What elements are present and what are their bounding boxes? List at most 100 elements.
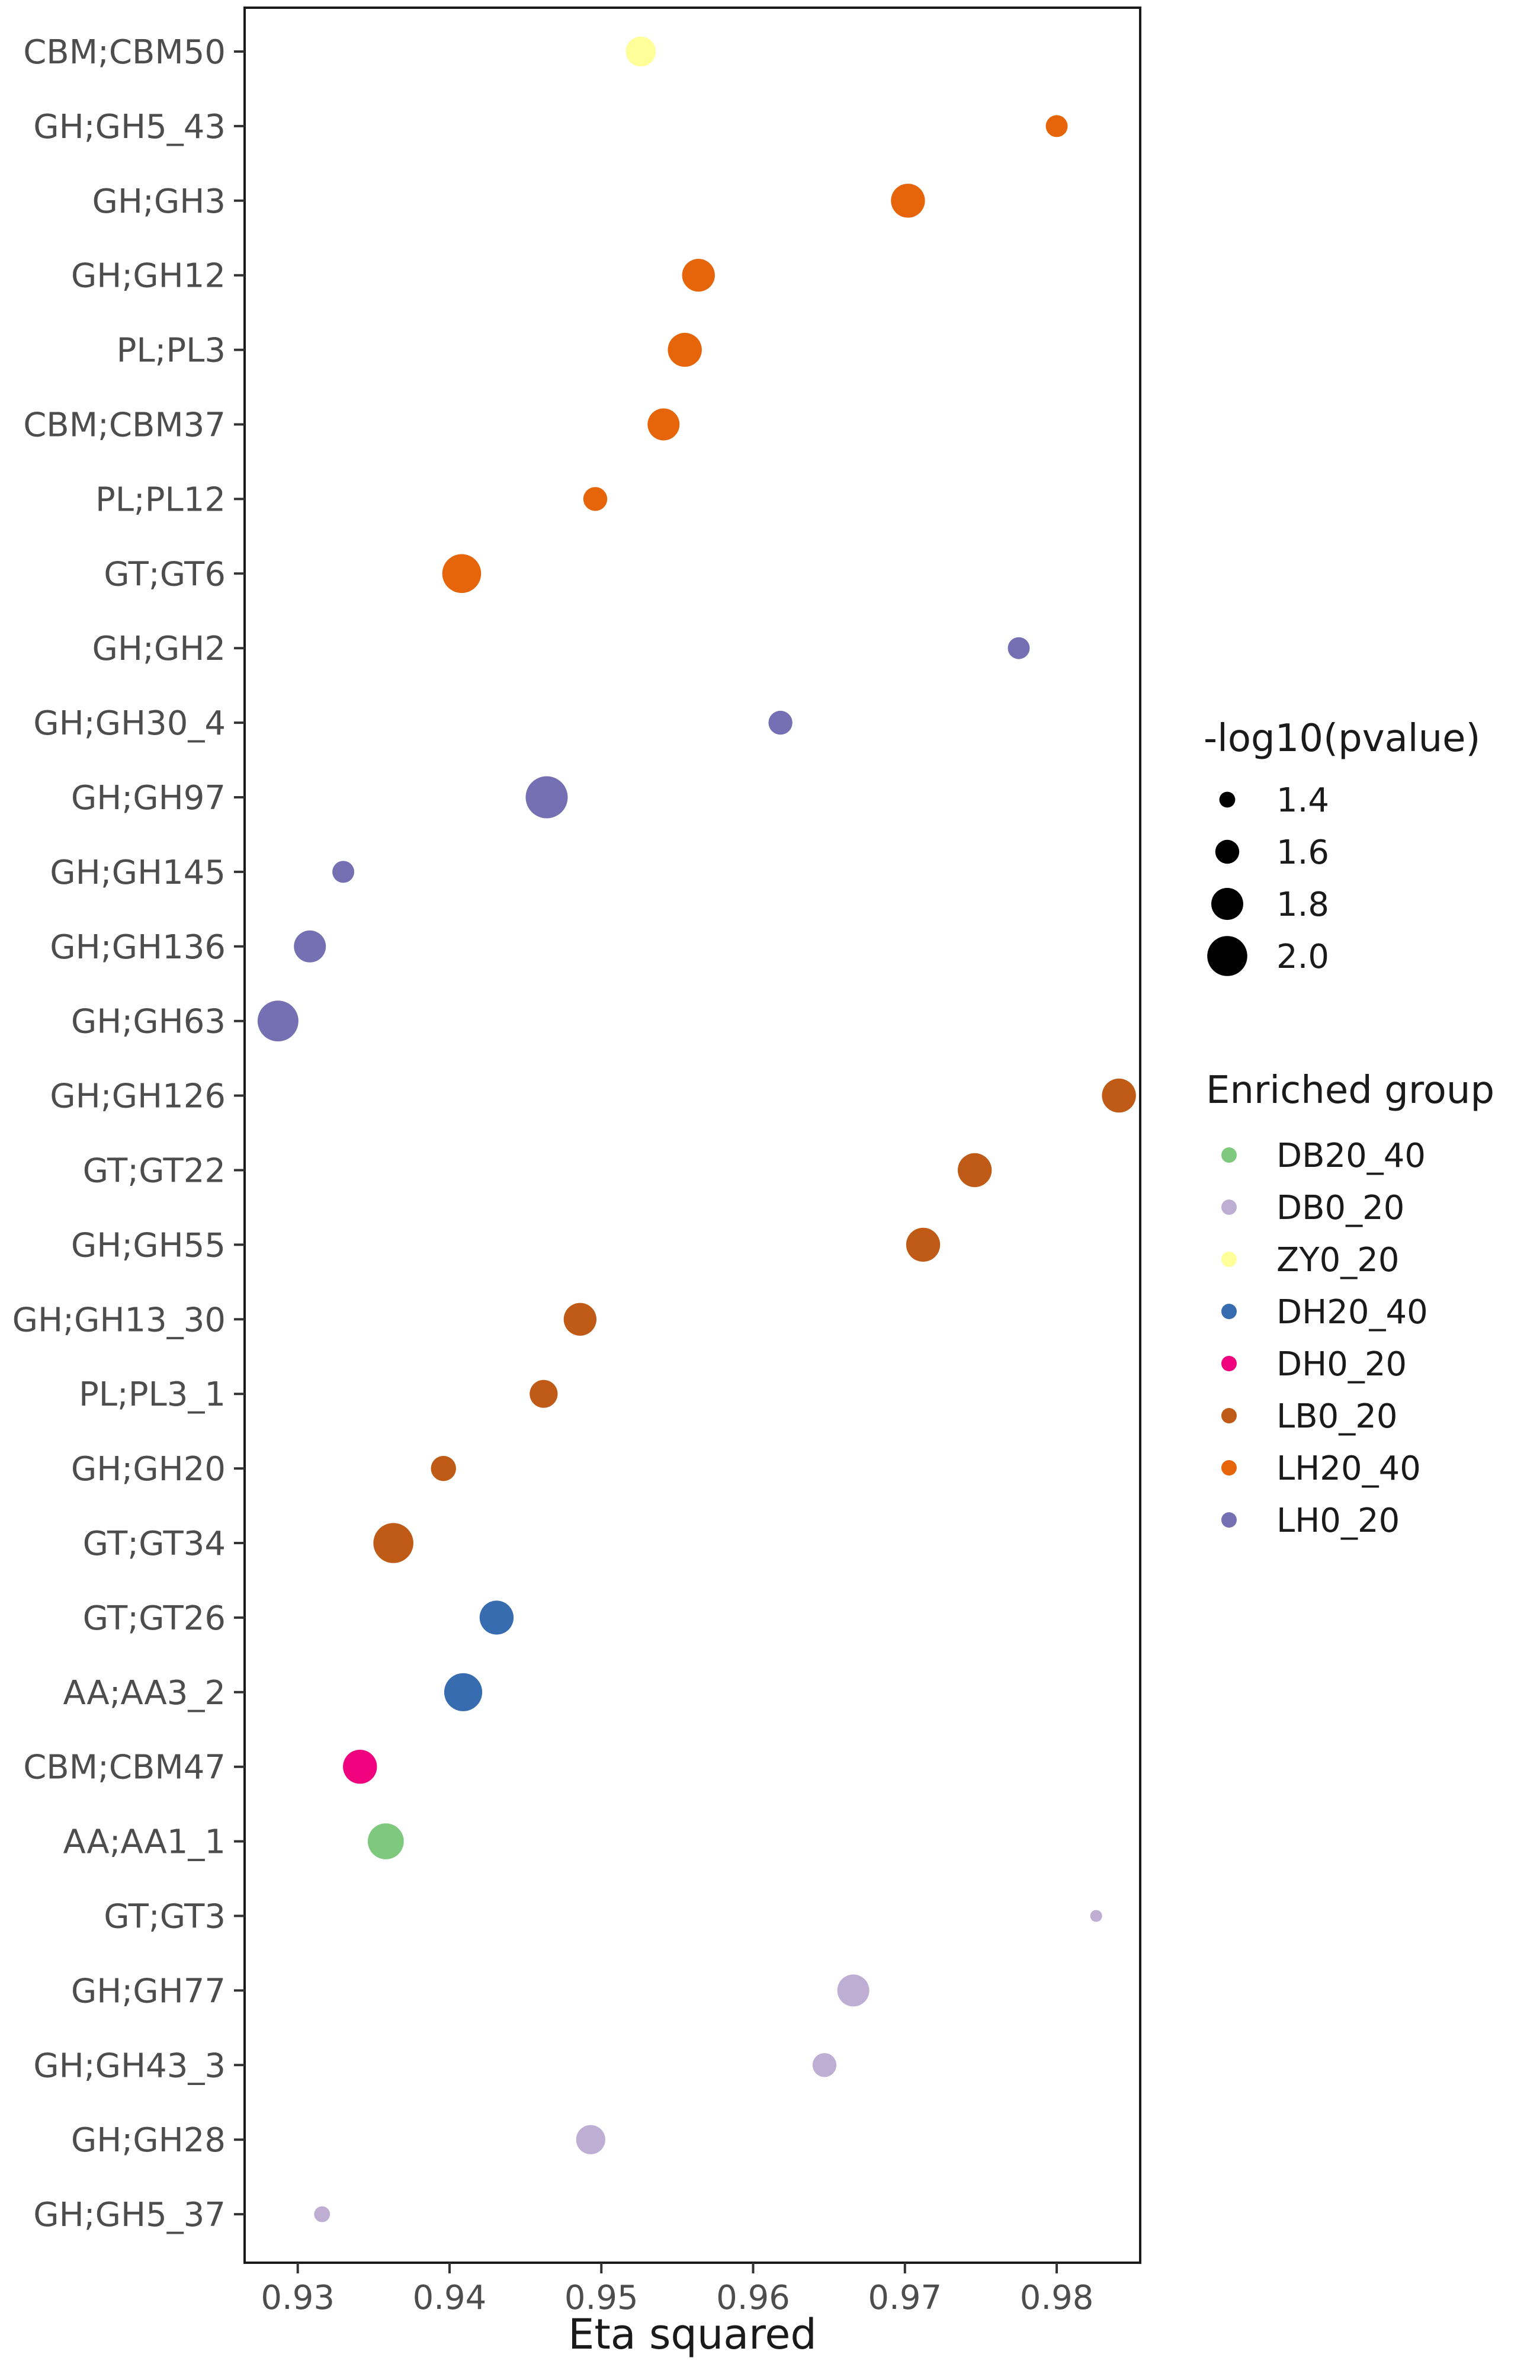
data-point xyxy=(563,1303,597,1336)
data-point xyxy=(1090,1910,1102,1922)
y-tick-label: GH;GH13_30 xyxy=(12,1301,226,1339)
x-tick-label: 0.93 xyxy=(261,2279,335,2317)
y-tick-label: GH;GH20 xyxy=(71,1450,226,1489)
size-legend-label: 1.6 xyxy=(1276,833,1329,872)
y-tick-label: GH;GH30_4 xyxy=(33,704,226,743)
data-point xyxy=(257,1000,299,1042)
plot-marks xyxy=(257,36,1136,2222)
y-tick-label: GH;GH28 xyxy=(71,2121,226,2160)
size-legend-key xyxy=(1211,888,1243,920)
y-tick-label: AA;AA1_1 xyxy=(63,1823,226,1862)
size-legend: 1.4 1.6 1.8 2.0 xyxy=(1207,781,1329,976)
color-legend-label: DH20_40 xyxy=(1276,1293,1428,1332)
y-tick-label: GH;GH3 xyxy=(92,182,226,221)
color-legend-label: ZY0_20 xyxy=(1276,1241,1399,1279)
x-tick-label: 0.98 xyxy=(1020,2279,1094,2317)
y-axis: CBM;CBM50 GH;GH5_43 GH;GH3 GH;GH12 PL;PL3 CBM… xyxy=(12,33,245,2234)
size-legend-label: 2.0 xyxy=(1276,938,1329,976)
data-point xyxy=(837,1974,870,2007)
color-legend-key xyxy=(1221,1356,1237,1371)
size-legend-label: 1.8 xyxy=(1276,886,1329,924)
size-legend-key xyxy=(1219,791,1236,808)
y-tick-label: GH;GH5_43 xyxy=(33,108,226,146)
x-tick-label: 0.97 xyxy=(868,2279,942,2317)
size-legend-label: 1.4 xyxy=(1276,781,1329,820)
color-legend-label: DB20_40 xyxy=(1276,1137,1426,1175)
y-tick-label: GH;GH77 xyxy=(71,1972,226,2010)
data-point xyxy=(442,554,482,594)
size-legend-key xyxy=(1215,839,1240,864)
data-point xyxy=(906,1227,941,1262)
color-legend-key xyxy=(1221,1408,1237,1423)
size-legend-title: -log10(pvalue) xyxy=(1204,717,1480,761)
color-legend: DB20_40 DB0_20 ZY0_20 DH20_40 DH0_20 LB0_20 LH… xyxy=(1221,1137,1428,1540)
y-tick-label: GT;GT3 xyxy=(104,1898,226,1936)
x-axis: 0.93 0.94 0.95 0.96 0.97 0.98 xyxy=(261,2263,1093,2317)
y-tick-label: GT;GT22 xyxy=(83,1152,226,1191)
data-point xyxy=(314,2206,331,2222)
data-point xyxy=(1008,637,1030,659)
y-tick-label: GH;GH2 xyxy=(92,630,226,668)
data-point xyxy=(444,1673,483,1711)
color-legend-label: LB0_20 xyxy=(1276,1397,1398,1436)
color-legend-key xyxy=(1221,1460,1237,1476)
data-point xyxy=(668,332,702,367)
y-tick-label: GH;GH55 xyxy=(71,1226,226,1265)
data-point xyxy=(431,1455,456,1481)
y-tick-label: PL;PL3 xyxy=(117,332,226,370)
color-legend-key xyxy=(1221,1512,1237,1528)
data-point xyxy=(583,487,608,511)
y-tick-label: PL;PL3_1 xyxy=(79,1375,226,1414)
color-legend-key xyxy=(1221,1199,1237,1215)
data-point xyxy=(525,776,568,819)
data-point xyxy=(373,1523,413,1563)
data-point xyxy=(294,930,326,963)
color-legend-key xyxy=(1221,1304,1237,1319)
y-tick-label: GT;GT26 xyxy=(83,1599,226,1638)
y-tick-label: GH;GH5_37 xyxy=(33,2196,226,2234)
data-point xyxy=(768,710,793,735)
y-tick-label: PL;PL12 xyxy=(95,480,226,519)
data-point xyxy=(367,1823,404,1860)
y-tick-label: CBM;CBM37 xyxy=(23,406,226,445)
plot-panel-border xyxy=(243,7,1141,2264)
data-point xyxy=(957,1153,992,1188)
data-point xyxy=(812,2053,837,2077)
data-point xyxy=(625,36,656,67)
color-legend-label: DH0_20 xyxy=(1276,1345,1407,1384)
data-point xyxy=(682,259,715,292)
y-tick-label: GH;GH43_3 xyxy=(33,2047,226,2085)
x-tick-label: 0.94 xyxy=(413,2279,487,2317)
y-tick-label: GT;GT34 xyxy=(83,1525,226,1563)
color-legend-label: DB0_20 xyxy=(1276,1189,1404,1227)
y-tick-label: CBM;CBM50 xyxy=(23,33,226,72)
data-point xyxy=(332,861,355,883)
y-tick-label: GH;GH97 xyxy=(71,779,226,817)
size-legend-key xyxy=(1207,936,1247,976)
color-legend-label: LH20_40 xyxy=(1276,1449,1421,1488)
data-point xyxy=(479,1600,514,1635)
y-tick-label: GT;GT6 xyxy=(104,555,226,594)
y-tick-label: GH;GH63 xyxy=(71,1003,226,1041)
data-point xyxy=(1102,1078,1136,1113)
x-axis-title: Eta squared xyxy=(568,2310,817,2359)
y-tick-label: GH;GH126 xyxy=(50,1077,226,1116)
data-point xyxy=(1045,115,1068,137)
y-tick-label: CBM;CBM47 xyxy=(23,1749,226,1787)
color-legend-label: LH0_20 xyxy=(1276,1502,1400,1540)
color-legend-key xyxy=(1221,1147,1237,1163)
color-legend-key xyxy=(1221,1252,1237,1267)
y-tick-label: GH;GH12 xyxy=(71,257,226,296)
y-tick-label: AA;AA3_2 xyxy=(63,1674,226,1712)
x-tick-label: 0.95 xyxy=(564,2279,639,2317)
data-point xyxy=(576,2125,605,2154)
x-tick-label: 0.96 xyxy=(716,2279,790,2317)
y-tick-label: GH;GH136 xyxy=(50,928,226,967)
data-point xyxy=(647,408,680,441)
data-point xyxy=(343,1750,377,1784)
y-tick-label: GH;GH145 xyxy=(50,854,226,892)
data-point xyxy=(530,1380,558,1408)
data-point xyxy=(891,184,925,218)
